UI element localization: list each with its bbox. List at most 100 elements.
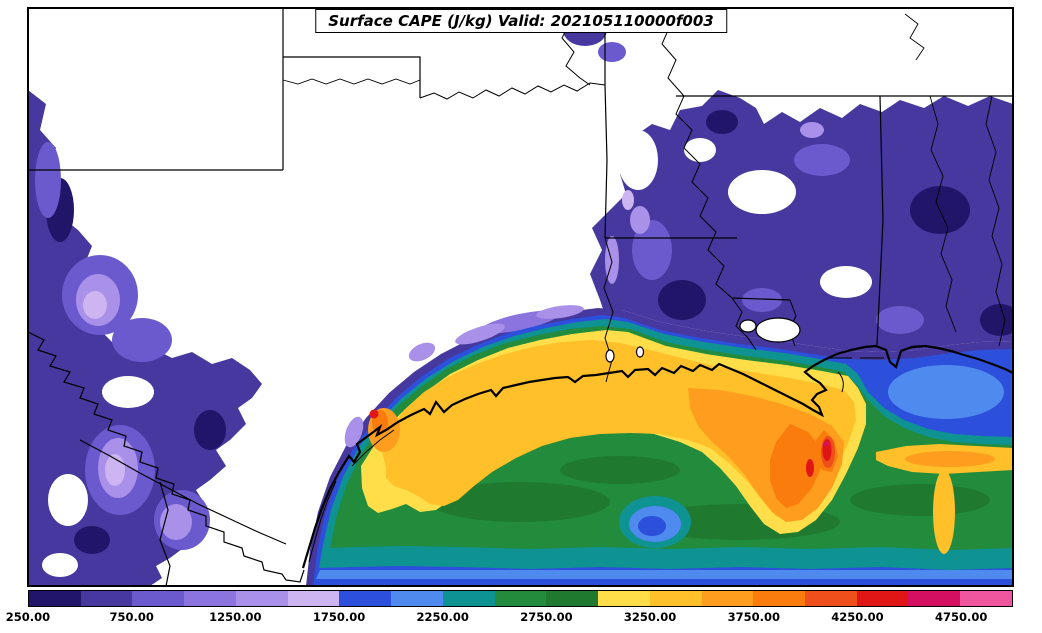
contour-region (408, 342, 436, 362)
contour-region (794, 144, 850, 176)
contour-region (850, 484, 990, 516)
contour-region (344, 416, 364, 448)
state-border-mexico (79, 439, 287, 545)
colorbar-tick-label: 3250.00 (623, 610, 677, 624)
contour-hole (728, 170, 796, 214)
contour-region (630, 206, 650, 234)
contour-region (706, 110, 738, 134)
contour-region (888, 365, 1004, 419)
contour-region (160, 504, 192, 540)
rivers (28, 8, 1006, 583)
state-border-mexico (159, 481, 171, 586)
colorbar-segment (649, 591, 702, 606)
contour-region (632, 220, 672, 280)
coastline (301, 344, 1013, 569)
contour-hole (618, 130, 658, 190)
barrier-island (837, 371, 844, 393)
colorbar-tick-label: 750.00 (109, 610, 154, 624)
contour-region (112, 318, 172, 362)
colorbar-segment (546, 591, 599, 606)
colorbar-segment (753, 591, 806, 606)
colorbar-segment (908, 591, 961, 606)
contour-region (430, 482, 610, 522)
colorbar-segment (339, 591, 392, 606)
contour-hole (48, 474, 88, 526)
contour-region (598, 42, 626, 62)
barrier-island (308, 480, 337, 563)
map-title: Surface CAPE (J/kg) Valid: 202105110000f… (328, 12, 714, 30)
geography-lines (28, 8, 1013, 586)
river-alabama (985, 95, 1006, 347)
colorbar-segment (80, 591, 133, 606)
colorbar-labels: 250.00 750.00 1250.00 1750.00 2250.00 2750.00… (0, 610, 1042, 628)
contour-region (35, 142, 61, 218)
colorbar-segment (184, 591, 236, 606)
contour-region (638, 516, 666, 536)
contour-band-gold (382, 340, 856, 522)
colorbar-segment (29, 591, 81, 606)
colorbar-tick-label: 2250.00 (416, 610, 469, 624)
colorbar-segment (960, 591, 1012, 606)
state-borders (28, 8, 1013, 586)
contour-region (905, 451, 995, 467)
colorbar-tick-label: 4750.00 (934, 610, 988, 624)
contour-region (316, 570, 1013, 579)
contour-region (455, 323, 505, 345)
contour-region-red (806, 459, 814, 477)
colorbar-segment (132, 591, 185, 606)
contour-region (622, 190, 634, 210)
contour-region-dark-orange (770, 424, 822, 508)
colorbar-tick-label: 1250.00 (209, 610, 262, 624)
contour-region (933, 470, 955, 554)
colorbar-tick-label: 1750.00 (312, 610, 366, 624)
state-border-la-ms (731, 297, 791, 301)
lake-pontchartrain (755, 317, 801, 343)
colorbar-tick-label: 250.00 (5, 610, 51, 624)
map-title-box: Surface CAPE (J/kg) Valid: 202105110000f… (315, 9, 727, 33)
contour-hole (42, 553, 78, 577)
contour-hole (684, 138, 716, 162)
river-tombigbee (929, 95, 957, 333)
lake-calcasieu (605, 349, 615, 363)
barrier-island (351, 429, 395, 467)
contour-region (742, 288, 782, 312)
lake-maurepas (739, 319, 757, 333)
colorbar-segment (494, 591, 547, 606)
contour-region (560, 456, 680, 484)
contour-region (876, 306, 924, 334)
contour-region (74, 526, 110, 554)
colorbar-segment (391, 591, 443, 606)
contour-hole (820, 266, 872, 298)
contour-field (28, 14, 1013, 586)
lake-white (635, 346, 645, 358)
contour-region (980, 304, 1013, 336)
contour-region (536, 305, 584, 319)
colorbar-segment (856, 591, 909, 606)
river-red (419, 82, 606, 100)
contour-region (194, 410, 226, 450)
contour-region (800, 122, 824, 138)
contour-region-crimson (823, 441, 829, 447)
colorbar-tick-label: 2750.00 (520, 610, 573, 624)
colorbar-segment (701, 591, 754, 606)
state-border-ok-ar (604, 8, 608, 239)
colorbar-tick-label: 3750.00 (727, 610, 780, 624)
river-canadian (282, 78, 421, 85)
coastline-gulf (301, 344, 1013, 569)
river-rio-grande (28, 331, 305, 583)
map-frame (27, 7, 1014, 587)
contour-hole (102, 376, 154, 408)
river-tennessee (904, 13, 925, 61)
lakes (605, 317, 801, 363)
colorbar (28, 590, 1013, 607)
barrier-islands (308, 357, 884, 563)
colorbar-segment (287, 591, 340, 606)
contour-region (658, 280, 706, 320)
contour-region (83, 291, 107, 319)
colorbar-tick-label: 4250.00 (831, 610, 884, 624)
colorbar-segment (805, 591, 857, 606)
river-mississippi (659, 8, 757, 351)
colorbar-segment (442, 591, 495, 606)
